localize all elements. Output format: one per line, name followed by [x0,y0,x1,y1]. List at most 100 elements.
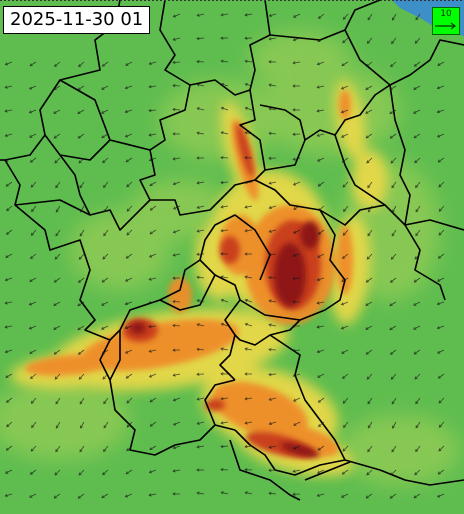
wind-arrow-head [437,255,441,259]
wind-arrow [125,493,133,498]
wind-arrow-head [268,421,272,426]
wind-arrow [221,421,229,424]
wind-arrow-head [29,494,33,498]
wind-arrow-head [318,207,322,211]
wind-arrow-head [437,63,441,66]
wind-arrow-head [244,252,248,256]
wind-arrow [269,205,277,209]
wind-arrow-head [316,133,320,137]
wind-arrow [126,445,133,451]
wind-arrow [220,181,229,184]
wind-arrow-head [101,135,105,139]
wind-arrow [173,37,181,41]
wind-arrow [126,181,133,187]
wind-arrow-head [124,109,128,114]
wind-arrow [413,493,421,499]
wind-arrow-head [365,303,369,306]
wind-arrow-head [148,374,153,378]
wind-arrow-head [391,185,395,189]
wind-arrow-head [103,233,107,237]
wind-arrow-head [172,422,177,426]
wind-arrow-head [390,472,394,476]
wind-arrow-head [196,372,200,376]
wind-arrow-head [316,325,320,329]
wind-arrow-head [292,132,296,136]
wind-arrow [438,229,445,236]
wind-arrow [292,277,301,280]
wind-arrow-head [244,59,248,63]
wind-arrow [221,491,229,495]
wind-arrow-head [80,209,83,213]
wind-arrow-head [4,493,8,497]
wind-arrow-head [78,64,82,68]
wind-arrow [197,348,205,351]
wind-arrow [391,373,397,380]
wind-arrow [173,181,181,185]
wind-arrow-head [390,160,394,164]
wind-arrow [30,253,37,259]
wind-arrow-head [29,159,33,163]
wind-arrow [197,132,205,135]
wind-arrow-head [149,231,153,235]
wind-arrow-head [268,299,272,303]
wind-arrow-head [341,471,345,475]
wind-arrow-head [367,233,371,237]
wind-arrow [342,373,349,379]
wind-arrow-head [124,494,129,498]
wind-arrow [103,181,109,188]
wind-arrow-head [4,301,8,305]
wind-arrow [173,253,181,256]
wind-arrow-head [220,131,224,135]
wind-arrow-head [244,131,248,135]
wind-arrow [150,421,157,427]
wind-arrow-head [54,256,58,260]
wind-arrow-head [220,59,224,63]
wind-arrow-head [438,184,442,188]
wind-arrow-head [172,323,176,328]
wind-arrow-head [317,39,321,42]
wind-arrow-head [78,376,82,380]
wind-arrow [221,107,229,111]
wind-arrow [415,181,421,188]
wind-arrow [318,445,325,451]
wind-arrow-head [341,350,345,354]
wind-arrow-head [79,449,83,453]
wind-arrow-head [316,350,320,354]
wind-arrow-head [220,252,224,256]
wind-arrow [293,397,301,402]
wind-arrow [197,13,205,16]
wind-arrow [55,205,61,213]
wind-arrow [101,325,109,330]
wind-arrow [390,493,397,499]
wind-arrow [392,13,397,21]
wind-arrow-head [392,209,395,213]
wind-arrow-head [414,472,418,476]
wind-arrow-head [172,398,176,402]
wind-arrow [391,229,397,237]
wind-arrow-head [172,14,177,18]
wind-arrow-head [103,425,107,429]
wind-arrow-head [292,84,296,88]
wind-arrow-head [268,156,272,160]
wind-arrow-head [172,157,176,161]
wind-arrow [149,349,157,352]
wind-arrow-head [390,64,394,68]
wind-arrow-head [367,185,371,189]
wind-arrow-head [412,110,417,114]
wind-arrow [125,469,133,475]
wind-arrow [245,348,253,351]
wind-arrow-head [293,206,297,210]
wind-arrow [125,325,133,329]
wind-arrow-head [316,493,320,497]
wind-arrow [343,205,349,212]
wind-arrow [342,157,349,163]
wind-arrow [415,229,421,236]
wind-arrow [269,108,277,111]
wind-arrow-head [316,109,320,113]
wind-arrow-head [220,372,224,376]
wind-arrow-head [438,232,442,236]
wind-arrow-head [53,110,57,114]
wind-arrow [269,397,277,401]
